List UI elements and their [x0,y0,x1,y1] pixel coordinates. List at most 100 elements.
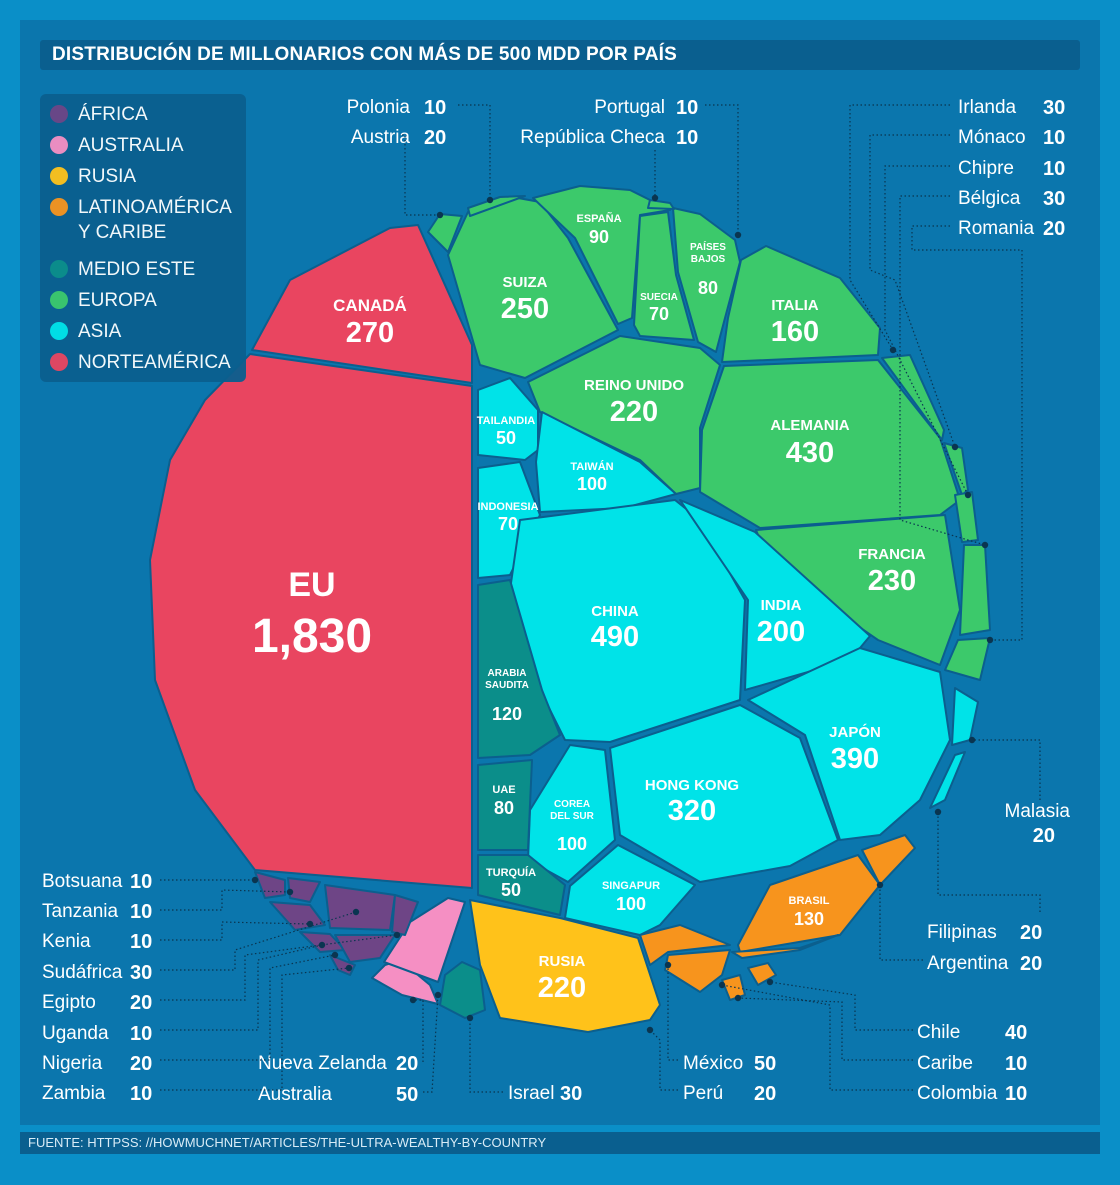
cell-polonia [427,213,463,253]
cell-botsuana [254,871,286,899]
external-label: Egipto [42,992,96,1013]
external-value: 10 [1043,127,1065,149]
cell-label: TAILANDIA [477,415,536,427]
external-value: 10 [130,1023,152,1045]
cell-value: 80 [698,278,718,298]
legend-swatch [50,136,68,154]
external-value: 20 [1043,218,1065,240]
leader-dot [934,808,942,816]
cell-perú [639,924,731,966]
cell-value: 70 [498,514,518,534]
cell-turquía [477,854,566,916]
external-value: 10 [1043,158,1065,180]
external-value: 30 [560,1083,582,1105]
cell-value: 120 [492,704,522,724]
legend-swatch [50,260,68,278]
leader-dot [664,961,672,969]
external-label: Austria [351,127,411,148]
cell-label: ESPAÑA [576,212,621,225]
external-label: Kenia [42,931,91,952]
leader-dot [734,994,742,1002]
external-value: 10 [1005,1083,1027,1105]
leader-dot [393,931,401,939]
cell-label: BAJOS [691,254,726,265]
external-label: República Checa [520,127,665,148]
leader-line [721,984,913,1091]
leader-dot [889,346,897,354]
external-value: 20 [1020,922,1042,944]
cell-value: 250 [501,293,549,325]
external-value: 50 [396,1084,418,1106]
leader-dot [981,541,989,549]
legend-label: EUROPA [78,290,157,311]
cell-value: 100 [616,894,646,914]
cell-label: CHINA [591,603,639,620]
cell-label: INDIA [761,597,802,614]
external-value: 10 [1005,1053,1027,1075]
cell-caribe [747,962,777,986]
cell-irlanda [881,354,945,441]
cell-rusia [469,899,661,1033]
cell-malasia [951,687,979,746]
legend-label: LATINOAMÉRICA Y CARIBE [78,197,232,243]
cell-hong-kong [609,704,839,883]
cell-value: 100 [557,834,587,854]
cell-value: 130 [794,909,824,929]
leader-line [937,812,1041,912]
cell-italia [721,245,881,363]
cell-eu [149,353,473,889]
leader-line [899,195,986,546]
cell-value: 390 [831,743,879,775]
external-value: 50 [754,1053,776,1075]
source-note: FUENTE: HTTPSS: //HOWMUCHNET/ARTICLES/TH… [20,1132,1100,1154]
cell-romania [944,637,991,681]
leader-line [972,739,1041,800]
legend-label: NORTEAMÉRICA [78,352,231,373]
leader-dot [651,194,659,202]
cell-label: JAPÓN [829,723,881,741]
leader-dot [734,231,742,239]
cell-label: FRANCIA [858,546,926,563]
leader-dot [466,1014,474,1022]
cell-australia [383,897,466,983]
legend-label: MEDIO ESTE [78,259,196,280]
cell-israel [439,961,486,1019]
external-value: 30 [1043,188,1065,210]
cell-label: ALEMANIA [770,417,849,434]
cell-label: SUIZA [503,274,548,291]
cell-value: 230 [868,565,916,597]
leader-line [737,997,913,1061]
leader-dot [951,443,959,451]
external-label: Botsuana [42,871,123,892]
external-value: 20 [130,1053,152,1075]
cell-value: 320 [668,795,716,827]
external-value: 20 [424,127,446,149]
external-value: 10 [130,1083,152,1105]
cell-países-bajos [672,207,741,353]
legend-label: ASIA [78,321,122,342]
external-value: 20 [130,992,152,1014]
leader-line [469,1018,503,1093]
leader-dot [251,876,259,884]
cell-value: 220 [538,972,586,1004]
legend-swatch [50,353,68,371]
leader-line [869,134,956,448]
cell-label: HONG KONG [645,777,739,794]
cell-value: 430 [786,437,834,469]
cell-sudáfrica [324,884,396,931]
external-label: Portugal [594,97,665,118]
cell-value: 270 [346,317,394,349]
leader-dot [352,908,360,916]
cell-label: COREA [554,799,590,810]
leader-line [705,104,739,235]
external-label: México [683,1053,743,1074]
cell-label: BRASIL [789,895,830,907]
cell-nigeria [334,934,396,963]
external-label: Sudáfrica [42,962,123,983]
cell-label: PAÍSES [690,240,726,253]
leader-dot [718,981,726,989]
external-value: 20 [1020,953,1042,975]
cell-value: 220 [610,396,658,428]
chart-title: DISTRIBUCIÓN DE MILLONARIOS CON MÁS DE 5… [40,40,1080,70]
external-label: Perú [683,1083,723,1104]
